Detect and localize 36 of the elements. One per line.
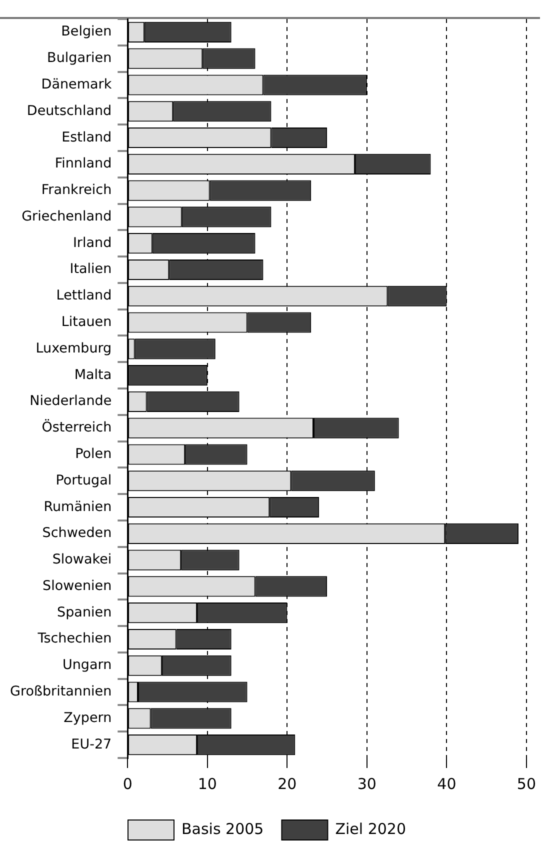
y-tick-label: Portugal [56,472,112,488]
x-tick-label: 0 [122,774,132,793]
y-tick-label: Luxemburg [36,340,112,356]
y-tick-label: Ungarn [62,657,112,674]
y-tick-label: Tschechien [36,630,112,647]
y-tick-label: Irland [72,234,112,251]
y-tick-label: Niederlande [30,393,112,410]
y-tick-label: Zypern [64,710,112,726]
y-tick-label: Dänemark [41,76,112,92]
y-tick-label: Finnland [54,156,112,172]
x-tick-label: 30 [357,774,376,793]
y-tick-label: Österreich [42,418,112,436]
legend-label: Basis 2005 [182,820,264,838]
x-tick-label: 20 [278,774,297,793]
y-tick-label: Lettland [56,288,112,304]
x-tick-label: 50 [516,774,536,793]
y-tick-label: Italien [70,261,112,278]
y-tick-label: Slowakei [52,552,112,568]
y-tick-label: Belgien [61,24,112,40]
y-tick-label: Schweden [42,525,112,542]
y-tick-label: Slowenien [42,578,112,594]
y-tick-label: Deutschland [26,102,112,119]
legend-label: Ziel 2020 [335,820,406,838]
x-tick-label: 10 [198,774,217,793]
y-tick-label: Großbritannien [10,684,112,700]
y-tick-label: Griechenland [22,208,112,224]
y-tick-label: Litauen [61,314,112,330]
y-tick-label: Estland [62,129,112,146]
y-tick-label: Malta [74,366,112,383]
y-tick-label: Bulgarien [47,50,112,66]
y-tick-label: Rumänien [44,498,112,515]
x-tick-label: 40 [437,774,456,793]
y-tick-label: Spanien [57,604,112,620]
y-tick-label: Polen [75,446,112,462]
y-tick-label: EU-27 [71,736,112,752]
y-tick-label: Frankreich [41,182,112,198]
